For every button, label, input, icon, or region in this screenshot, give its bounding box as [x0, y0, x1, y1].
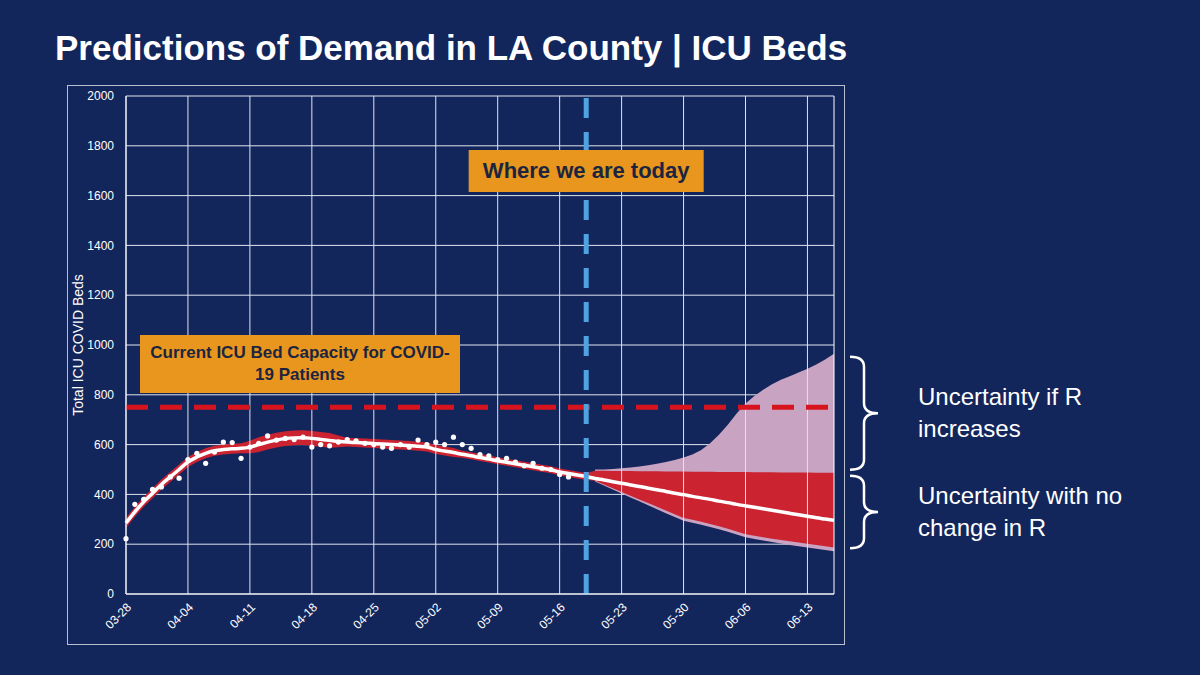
svg-text:400: 400 — [94, 488, 114, 502]
svg-text:600: 600 — [94, 438, 114, 452]
svg-text:2000: 2000 — [87, 89, 114, 103]
svg-text:05-09: 05-09 — [474, 600, 506, 632]
svg-text:0: 0 — [107, 587, 114, 601]
html-text:Uncertainty with no change in: Uncertainty with no change in R — [918, 482, 1123, 541]
svg-text:03-28: 03-28 — [103, 600, 135, 632]
svg-text:04-04: 04-04 — [164, 600, 196, 632]
svg-text:04-25: 04-25 — [350, 600, 382, 632]
svg-text:1600: 1600 — [87, 189, 114, 203]
svg-text:06-13: 06-13 — [784, 600, 816, 632]
svg-text:04-18: 04-18 — [288, 600, 320, 632]
svg-text:1800: 1800 — [87, 139, 114, 153]
svg-text:04-11: 04-11 — [227, 600, 258, 631]
svg-text:05-02: 05-02 — [412, 600, 444, 632]
svg-text:06-06: 06-06 — [722, 600, 754, 632]
html-text:Where we are today: Where we are today — [482, 158, 690, 183]
svg-text:05-23: 05-23 — [598, 600, 630, 632]
html-text:Total ICU COVID Beds: Total ICU COVID Beds — [70, 274, 86, 416]
svg-text:200: 200 — [94, 537, 114, 551]
svg-text:800: 800 — [94, 388, 114, 402]
html-text:Predictions of Demand in LA Co: Predictions of Demand in LA County | ICU… — [55, 28, 848, 67]
html-text:Uncertainty if R increases: Uncertainty if R increases — [918, 383, 1083, 443]
svg-text:05-16: 05-16 — [536, 600, 568, 632]
svg-text:05-30: 05-30 — [660, 600, 692, 632]
svg-text:1200: 1200 — [87, 288, 114, 302]
svg-text:1400: 1400 — [87, 239, 114, 253]
html-text:Current ICU Bed Capacity for C: Current ICU Bed Capacity for COVID-19 Pa… — [150, 343, 450, 384]
svg-text:1000: 1000 — [87, 338, 114, 352]
